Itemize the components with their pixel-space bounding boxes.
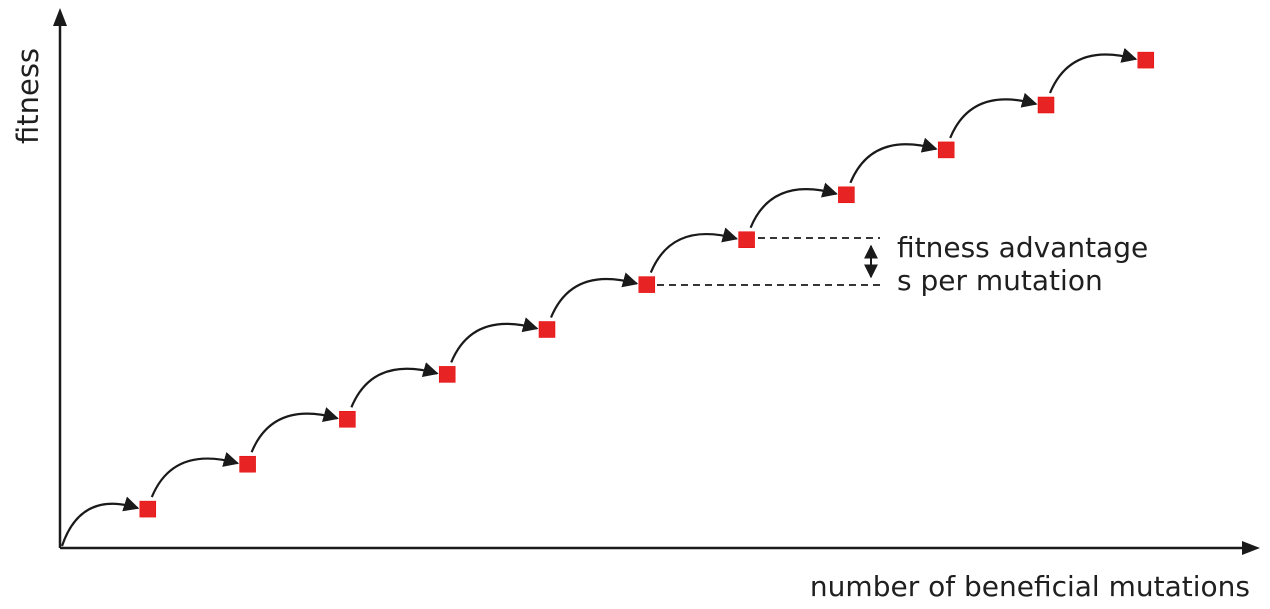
mutation-hop-arrow: [250, 407, 339, 453]
mutation-hop-arrow: [150, 452, 240, 498]
mutation-hops: [60, 47, 1138, 547]
mutation-markers: [139, 51, 1155, 518]
mutation-marker: [339, 411, 356, 428]
mutation-marker: [638, 276, 656, 293]
y-axis-label: fitness: [11, 48, 45, 144]
annotation-line-1: fitness advantage: [897, 231, 1148, 264]
fitness-advantage-annotation: fitness advantage s per mutation: [657, 231, 1148, 297]
mutation-marker: [239, 455, 256, 473]
mutation-marker: [438, 366, 456, 383]
mutation-hop-arrow: [949, 92, 1038, 139]
mutation-marker: [139, 500, 157, 518]
annotation-line-2: s per mutation: [897, 264, 1103, 297]
mutation-marker: [538, 321, 556, 338]
mutation-marker: [1137, 51, 1155, 69]
mutation-hop-arrow: [450, 317, 539, 363]
mutation-marker: [1037, 96, 1055, 114]
mutation-hop-arrow: [1048, 47, 1138, 94]
mutation-hop-arrow: [549, 272, 639, 318]
mutation-marker: [838, 186, 855, 204]
mutation-hop-arrow: [749, 182, 838, 229]
x-axis-arrowhead: [1242, 541, 1260, 555]
x-axis-label: number of beneficial mutations: [810, 570, 1250, 603]
mutation-hop-arrow: [350, 362, 439, 408]
mutation-marker: [738, 231, 755, 248]
mutation-hop-arrow: [60, 496, 140, 547]
mutation-marker: [937, 141, 955, 159]
mutation-hop-arrow: [849, 137, 938, 184]
y-axis-arrowhead: [53, 8, 67, 26]
mutation-hop-arrow: [649, 227, 739, 274]
